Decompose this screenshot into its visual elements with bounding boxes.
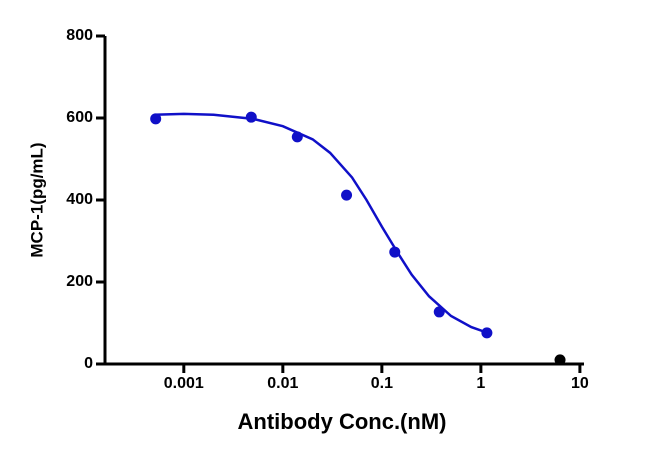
x-tick-label: 1 [476, 375, 485, 392]
y-axis-title: MCP-1(pg/mL) [27, 142, 46, 257]
data-point [291, 131, 303, 143]
y-tick-label: 0 [84, 355, 93, 372]
y-tick-label: 200 [66, 273, 93, 290]
y-tick-label: 600 [66, 109, 93, 126]
data-point [245, 111, 257, 123]
y-tick-label: 800 [66, 27, 93, 44]
x-tick-label: 0.1 [371, 375, 393, 392]
x-tick-label: 0.001 [164, 375, 204, 392]
data-point [341, 189, 353, 201]
data-point [150, 113, 162, 125]
data-point [389, 246, 401, 258]
data-point [554, 354, 566, 366]
x-axis-title: Antibody Conc.(nM) [238, 409, 447, 434]
y-tick-label: 400 [66, 191, 93, 208]
data-point [433, 306, 445, 318]
x-tick-label: 0.01 [267, 375, 298, 392]
fit-curve [153, 112, 490, 335]
x-tick-label: 10 [571, 375, 589, 392]
data-point [481, 327, 493, 339]
